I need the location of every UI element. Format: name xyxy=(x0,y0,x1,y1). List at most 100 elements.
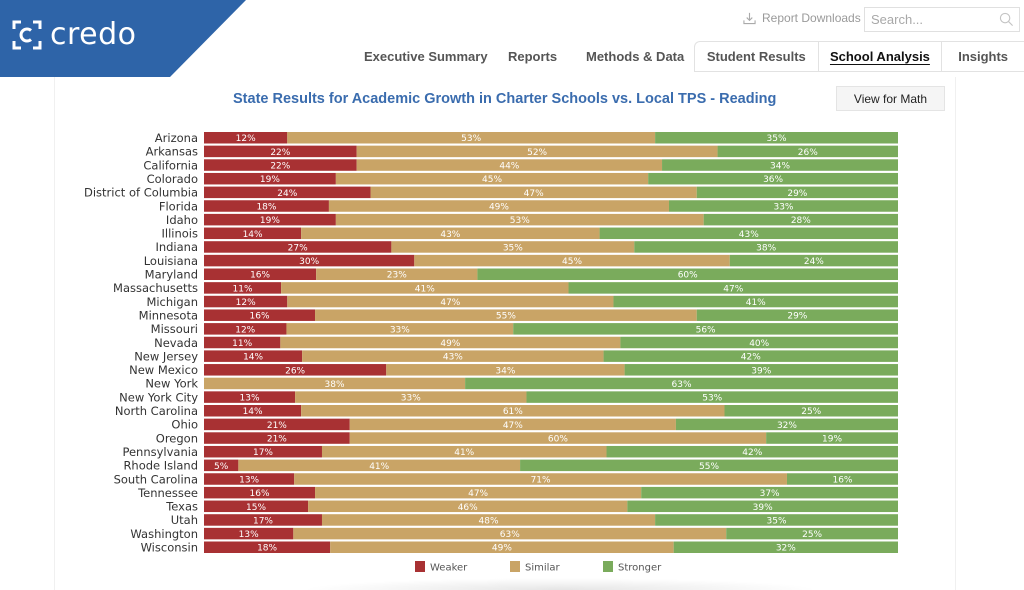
bar-segment-stronger[interactable] xyxy=(655,132,898,144)
bar-segment-similar[interactable] xyxy=(281,282,569,294)
bar-segment-stronger[interactable] xyxy=(724,405,899,417)
bar-segment-stronger[interactable] xyxy=(717,145,898,158)
bar-segment-stronger[interactable] xyxy=(477,268,898,281)
bar-segment-stronger[interactable] xyxy=(513,323,898,335)
search-input[interactable] xyxy=(865,8,990,31)
bar-segment-stronger[interactable] xyxy=(703,213,898,226)
bar-segment-similar[interactable] xyxy=(356,159,663,171)
bar-segment-stronger[interactable] xyxy=(613,295,898,308)
legend-item-stronger[interactable]: Stronger xyxy=(603,561,662,574)
bar-segment-stronger[interactable] xyxy=(603,350,898,362)
bar-segment-weaker[interactable] xyxy=(204,473,295,485)
bar-segment-similar[interactable] xyxy=(349,432,767,444)
bar-segment-weaker[interactable] xyxy=(204,159,357,171)
bar-segment-similar[interactable] xyxy=(335,172,649,185)
nav-executive-summary[interactable]: Executive Summary xyxy=(364,49,488,64)
bar-segment-weaker[interactable] xyxy=(204,186,371,199)
bar-segment-weaker[interactable] xyxy=(204,541,331,554)
bar-segment-stronger[interactable] xyxy=(624,364,898,376)
bar-segment-weaker[interactable] xyxy=(204,200,329,212)
bar-segment-weaker[interactable] xyxy=(204,241,392,253)
view-for-math-button[interactable]: View for Math xyxy=(836,86,945,111)
tab-school-analysis[interactable]: School Analysis xyxy=(819,42,943,71)
brand-logo[interactable]: credo xyxy=(12,20,137,50)
bar-segment-weaker[interactable] xyxy=(204,350,303,362)
nav-methods-data[interactable]: Methods & Data xyxy=(586,49,685,64)
tab-insights[interactable]: Insights xyxy=(942,42,1024,71)
bar-segment-weaker[interactable] xyxy=(204,459,239,472)
bar-segment-similar[interactable] xyxy=(330,541,674,554)
bar-segment-similar[interactable] xyxy=(386,364,625,376)
bar-segment-stronger[interactable] xyxy=(786,473,898,485)
bar-segment-similar[interactable] xyxy=(204,377,466,390)
bar-segment-stronger[interactable] xyxy=(648,172,898,185)
bar-segment-stronger[interactable] xyxy=(606,445,898,458)
bar-segment-weaker[interactable] xyxy=(204,486,316,499)
report-downloads-link[interactable]: Report Downloads xyxy=(743,11,861,25)
bar-segment-similar[interactable] xyxy=(287,132,656,144)
bar-segment-similar[interactable] xyxy=(356,145,718,158)
bar-segment-stronger[interactable] xyxy=(675,418,898,431)
bar-segment-stronger[interactable] xyxy=(655,514,898,526)
nav-reports[interactable]: Reports xyxy=(508,49,558,64)
bar-segment-stronger[interactable] xyxy=(526,391,898,403)
bar-segment-weaker[interactable] xyxy=(204,282,282,294)
bar-segment-stronger[interactable] xyxy=(620,336,898,349)
bar-segment-similar[interactable] xyxy=(294,473,787,485)
bar-segment-weaker[interactable] xyxy=(204,527,294,540)
bar-segment-similar[interactable] xyxy=(286,323,514,335)
bar-segment-similar[interactable] xyxy=(302,350,604,362)
bar-segment-weaker[interactable] xyxy=(204,364,387,376)
legend-item-weaker[interactable]: Weaker xyxy=(415,561,468,574)
bar-segment-similar[interactable] xyxy=(315,309,697,321)
bar-segment-stronger[interactable] xyxy=(766,432,898,444)
bar-segment-weaker[interactable] xyxy=(204,227,302,240)
bar-segment-similar[interactable] xyxy=(321,445,607,458)
bar-segment-weaker[interactable] xyxy=(204,132,288,144)
bar-segment-stronger[interactable] xyxy=(726,527,898,540)
legend-item-similar[interactable]: Similar xyxy=(510,561,561,574)
bar-segment-similar[interactable] xyxy=(301,405,725,417)
bar-segment-similar[interactable] xyxy=(370,186,697,199)
bar-segment-stronger[interactable] xyxy=(568,282,898,294)
tab-student-results[interactable]: Student Results xyxy=(695,42,819,71)
bar-segment-weaker[interactable] xyxy=(204,405,302,417)
bar-segment-weaker[interactable] xyxy=(204,254,415,267)
bar-segment-weaker[interactable] xyxy=(204,309,316,321)
bar-segment-similar[interactable] xyxy=(295,391,527,403)
bar-segment-stronger[interactable] xyxy=(599,227,898,240)
bar-segment-similar[interactable] xyxy=(315,486,642,499)
bar-segment-stronger[interactable] xyxy=(729,254,898,267)
bar-segment-similar[interactable] xyxy=(391,241,635,253)
bar-segment-weaker[interactable] xyxy=(204,295,288,308)
search-icon[interactable] xyxy=(999,12,1014,27)
bar-segment-stronger[interactable] xyxy=(634,241,898,253)
bar-segment-similar[interactable] xyxy=(414,254,730,267)
bar-segment-weaker[interactable] xyxy=(204,336,281,349)
bar-segment-weaker[interactable] xyxy=(204,213,336,226)
bar-segment-weaker[interactable] xyxy=(204,268,317,281)
bar-segment-similar[interactable] xyxy=(238,459,521,472)
bar-segment-similar[interactable] xyxy=(280,336,621,349)
bar-segment-stronger[interactable] xyxy=(696,186,898,199)
bar-segment-similar[interactable] xyxy=(328,200,669,212)
bar-segment-stronger[interactable] xyxy=(641,486,898,499)
bar-segment-weaker[interactable] xyxy=(204,418,350,431)
bar-segment-similar[interactable] xyxy=(335,213,704,226)
bar-segment-weaker[interactable] xyxy=(204,514,322,526)
bar-segment-stronger[interactable] xyxy=(662,159,898,171)
bar-segment-stronger[interactable] xyxy=(465,377,898,390)
bar-segment-weaker[interactable] xyxy=(204,500,309,513)
bar-segment-similar[interactable] xyxy=(308,500,628,513)
bar-segment-stronger[interactable] xyxy=(520,459,898,472)
bar-segment-similar[interactable] xyxy=(349,418,676,431)
bar-segment-weaker[interactable] xyxy=(204,432,350,444)
bar-segment-similar[interactable] xyxy=(321,514,656,526)
bar-segment-weaker[interactable] xyxy=(204,172,336,185)
bar-segment-stronger[interactable] xyxy=(627,500,898,513)
bar-segment-stronger[interactable] xyxy=(668,200,898,212)
bar-segment-stronger[interactable] xyxy=(673,541,898,554)
bar-segment-similar[interactable] xyxy=(287,295,614,308)
bar-segment-weaker[interactable] xyxy=(204,145,357,158)
bar-segment-weaker[interactable] xyxy=(204,391,296,403)
